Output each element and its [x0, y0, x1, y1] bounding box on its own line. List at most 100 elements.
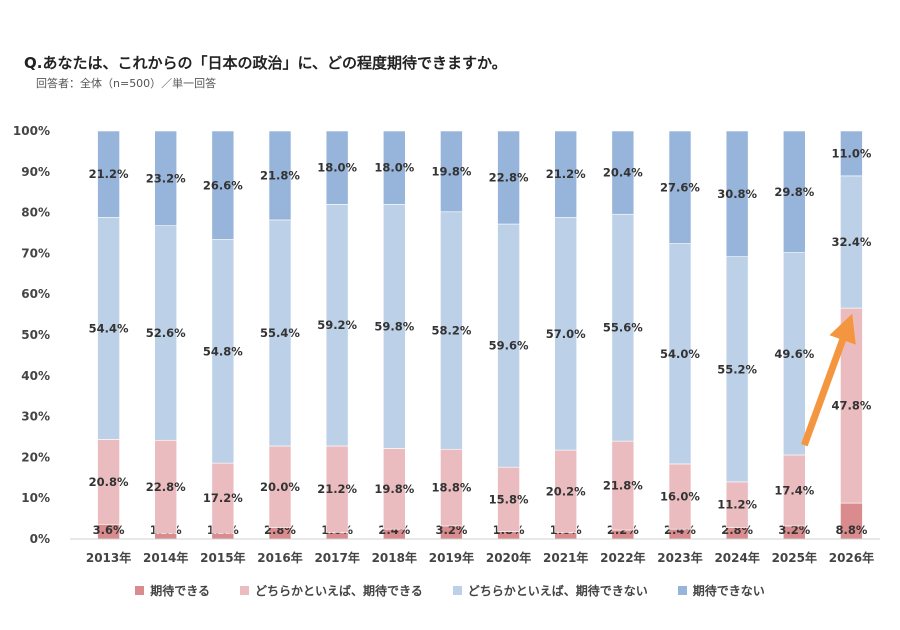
- x-tick-label: 2024年: [714, 550, 759, 565]
- trend-arrow: [800, 313, 856, 447]
- data-label: 11.0%: [831, 146, 871, 160]
- data-label: 20.4%: [603, 166, 643, 180]
- y-tick-label: 60%: [21, 287, 50, 301]
- bar-segment: [325, 130, 349, 205]
- data-label: 3.6%: [93, 523, 125, 537]
- x-tick-label: 2014年: [143, 550, 188, 565]
- data-label: 19.8%: [374, 482, 414, 496]
- data-label: 16.0%: [660, 490, 700, 504]
- x-tick-label: 2021年: [543, 550, 588, 565]
- bar-segment: [154, 130, 178, 226]
- x-tick-label: 2023年: [657, 550, 702, 565]
- x-tick-label: 2026年: [829, 550, 874, 565]
- x-tick-label: 2020年: [486, 550, 531, 565]
- data-label: 3.2%: [778, 523, 810, 537]
- data-label: 59.2%: [317, 318, 357, 332]
- data-label: 47.8%: [831, 399, 871, 413]
- data-label: 22.8%: [146, 480, 186, 494]
- bar-segment: [497, 130, 520, 225]
- chart-title: Q.あなたは、これからの「日本の政治」に、どの程度期待できますか。: [24, 54, 507, 72]
- x-tick-label: 2025年: [772, 550, 817, 565]
- bar-stack: 1.4%17.2%54.8%26.6%: [203, 130, 243, 540]
- x-tick-label: 2022年: [600, 550, 645, 565]
- legend-item: どちらかといえば、期待できる: [239, 582, 423, 599]
- bar-stack: 2.4%19.8%59.8%18.0%: [374, 130, 415, 540]
- data-label: 19.8%: [431, 164, 471, 178]
- data-label: 18.8%: [431, 481, 471, 495]
- bar-stack: 3.6% 20.8% 54.4% 21.2%: [89, 130, 129, 540]
- bar-segment: [840, 130, 863, 177]
- bar-stack: 1.6%21.2%59.2%18.0%: [317, 130, 358, 540]
- data-label: 20.2%: [546, 484, 586, 498]
- data-label: 23.2%: [146, 171, 186, 185]
- bar-stack: 3.2% 17.4% 49.6% 29.8%: [774, 130, 815, 540]
- bar-stack: 2.8%20.0%55.4%21.8%: [260, 130, 300, 540]
- y-tick-label: 10%: [21, 491, 50, 505]
- data-label: 49.6%: [774, 347, 814, 361]
- data-label: 22.8%: [489, 171, 529, 185]
- legend-swatch: [239, 586, 249, 595]
- data-label: 21.2%: [546, 167, 586, 181]
- y-tick-label: 70%: [21, 246, 50, 260]
- bar-segment: [440, 130, 463, 213]
- data-label: 54.4%: [89, 321, 129, 335]
- bars: 3.6%20.8%54.4%21.2%1.4%22.8%52.6%23.2%1.…: [89, 130, 872, 540]
- x-tick-label: 2016年: [257, 550, 302, 565]
- data-label: 15.8%: [489, 492, 529, 506]
- data-label: 11.2%: [717, 498, 757, 512]
- data-label: 8.8%: [835, 523, 867, 537]
- bar-segment: [211, 130, 235, 240]
- y-tick-label: 30%: [21, 410, 50, 424]
- bar-stack: 3.2% 18.8% 58.2% 19.8%: [431, 130, 472, 540]
- data-label: 30.8%: [717, 187, 757, 201]
- legend-swatch: [452, 586, 462, 595]
- x-tick-label: 2018年: [372, 550, 417, 565]
- legend-label: 期待できない: [692, 584, 765, 598]
- data-label: 58.2%: [431, 324, 471, 338]
- y-tick-label: 50%: [21, 328, 50, 342]
- legend-item: どちらかといえば、期待できない: [452, 582, 648, 599]
- data-label: 3.2%: [435, 523, 467, 537]
- bar-stack: 8.8% 47.8% 32.4% 11.0%: [831, 130, 872, 540]
- legend-item: 期待できる: [135, 582, 210, 599]
- x-tick-label: 2019年: [429, 550, 474, 565]
- bar-stack: 1.8%15.8%59.6%22.8%: [489, 130, 529, 540]
- data-label: 21.2%: [89, 167, 129, 181]
- data-label: 21.2%: [317, 482, 357, 496]
- data-label: 18.0%: [317, 161, 357, 175]
- bar-stack: 1.6%20.2%57.0%21.2%: [546, 130, 586, 540]
- data-label: 20.0%: [260, 480, 300, 494]
- legend-swatch: [677, 586, 687, 595]
- data-label: 55.2%: [717, 362, 757, 376]
- x-axis: 2013年 2014年 2015年 2016年 2017年 2018年 2019年 2020年…: [70, 538, 880, 565]
- data-label: 26.6%: [203, 178, 243, 192]
- x-tick-label: 2013年: [86, 550, 131, 565]
- legend-item: 期待できない: [677, 582, 765, 599]
- data-label: 59.8%: [374, 319, 414, 333]
- bar-segment: [554, 130, 578, 218]
- bar-stack: 2.8%11.2%55.2%30.8%: [717, 130, 758, 540]
- x-tick-label: 2015年: [200, 550, 245, 565]
- legend-label: どちらかといえば、期待できる: [254, 584, 423, 598]
- bar-stack: 2.2%21.8%55.6%20.4%: [603, 130, 643, 540]
- bar-segment: [382, 130, 406, 205]
- bar-segment: [782, 130, 806, 253]
- bar-stack: 1.4%22.8%52.6%23.2%: [146, 130, 186, 540]
- data-label: 55.4%: [260, 326, 300, 340]
- y-axis: 0% 10% 20% 30% 40% 50% 60% 70% 80% 90% 100%: [13, 124, 50, 546]
- annotations: [800, 313, 856, 447]
- chart-subtitle: 回答者：全体（n=500）／単一回答: [36, 77, 217, 90]
- y-tick-label: 80%: [21, 206, 50, 220]
- data-label: 52.6%: [146, 326, 186, 340]
- bar-stack: 2.4%16.0%54.0%27.6%: [660, 130, 700, 540]
- legend-label: 期待できる: [150, 584, 210, 598]
- y-tick-label: 0%: [30, 532, 50, 546]
- bar-segment: [725, 130, 749, 257]
- bar-segment: [97, 130, 120, 218]
- bar-segment: [668, 130, 692, 244]
- data-label: 27.6%: [660, 180, 700, 194]
- bar-segment: [611, 130, 635, 215]
- data-label: 57.0%: [546, 327, 586, 341]
- data-label: 54.0%: [660, 347, 700, 361]
